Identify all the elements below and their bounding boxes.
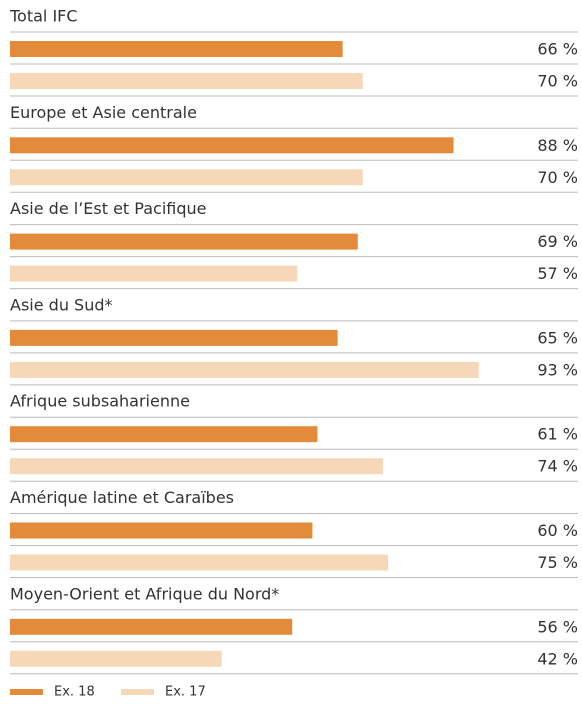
legend-swatch bbox=[121, 689, 154, 695]
value-label: 42 % bbox=[537, 649, 578, 668]
value-label: 60 % bbox=[537, 521, 578, 540]
bar bbox=[10, 73, 363, 89]
bar bbox=[10, 329, 338, 346]
value-label: 56 % bbox=[537, 617, 578, 636]
value-label: 66 % bbox=[537, 40, 578, 59]
category-label: Amérique latine et Caraïbes bbox=[10, 488, 234, 507]
legend-label: Ex. 17 bbox=[165, 685, 206, 700]
legend-label: Ex. 18 bbox=[54, 685, 95, 700]
bar bbox=[10, 426, 318, 443]
category-label: Total IFC bbox=[9, 7, 78, 26]
value-label: 70 % bbox=[537, 168, 578, 187]
category-label: Asie de l’Est et Pacifique bbox=[10, 199, 206, 218]
value-label: 65 % bbox=[537, 328, 578, 347]
value-label: 93 % bbox=[537, 360, 578, 379]
value-label: 75 % bbox=[537, 553, 578, 572]
bar bbox=[10, 41, 343, 57]
value-label: 74 % bbox=[537, 457, 578, 476]
category-label: Afrique subsaharienne bbox=[10, 392, 190, 411]
value-label: 70 % bbox=[537, 72, 578, 91]
category-label: Europe et Asie centrale bbox=[10, 103, 197, 122]
value-label: 61 % bbox=[537, 425, 578, 444]
value-label: 69 % bbox=[537, 232, 578, 251]
bar bbox=[10, 361, 479, 378]
bar bbox=[10, 265, 298, 282]
bar bbox=[10, 522, 313, 539]
bar bbox=[10, 233, 358, 250]
bar bbox=[10, 169, 363, 186]
bar bbox=[10, 618, 293, 635]
value-label: 57 % bbox=[537, 264, 578, 283]
bar bbox=[10, 458, 383, 475]
bar bbox=[10, 137, 454, 154]
category-label: Asie du Sud* bbox=[10, 295, 113, 314]
category-label: Moyen-Orient et Afrique du Nord* bbox=[10, 584, 279, 603]
bar bbox=[10, 554, 388, 571]
value-label: 88 % bbox=[537, 136, 578, 155]
bar bbox=[10, 650, 222, 667]
legend-swatch bbox=[10, 689, 43, 695]
